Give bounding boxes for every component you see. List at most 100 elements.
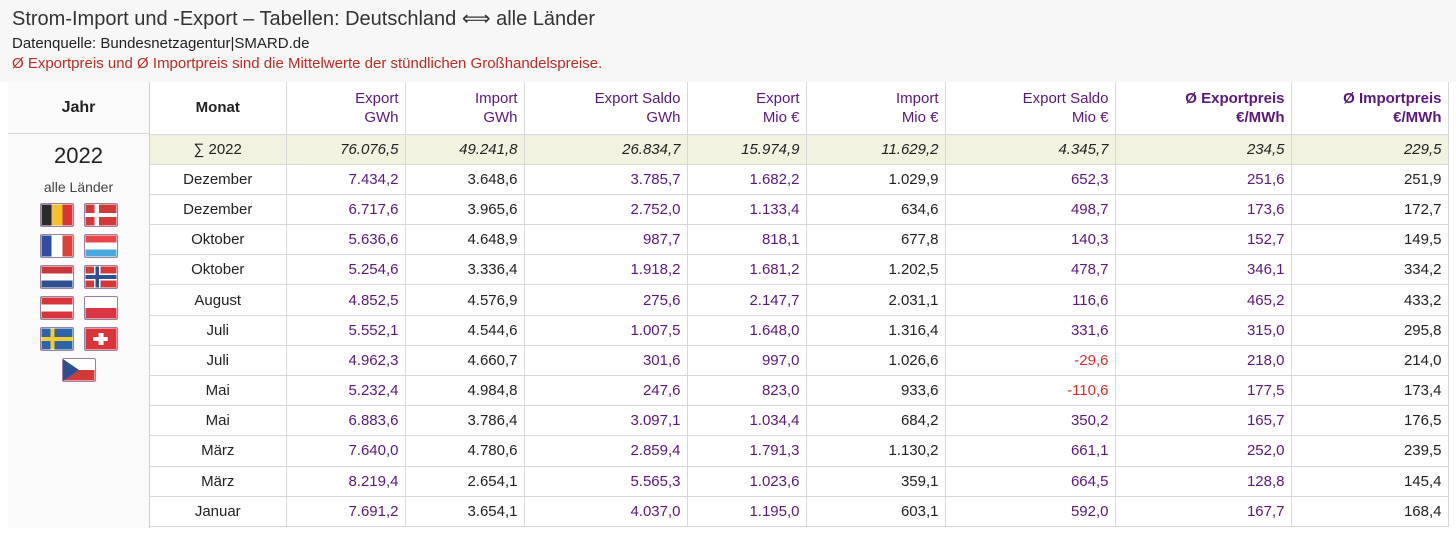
denmark-flag[interactable] — [83, 203, 118, 227]
cell-export-saldo-mio: 652,3 — [945, 164, 1116, 195]
cell-avg-export-price: 346,1 — [1115, 254, 1292, 286]
cell-avg-import-price: 334,2 — [1291, 254, 1449, 286]
table-header-row: Monat Export GWh Import GWh Export Saldo GWh Ex… — [150, 82, 1449, 135]
year-selector[interactable]: 2022 — [54, 143, 103, 168]
cell-export-mio: 1.195,0 — [687, 496, 807, 527]
cell-export-mio: 1.648,0 — [687, 315, 807, 346]
cell-export-gwh: 5.254,6 — [286, 254, 406, 286]
cell-avg-import-price: 168,4 — [1291, 496, 1449, 527]
import-export-table: Monat Export GWh Import GWh Export Saldo GWh Ex… — [150, 82, 1449, 527]
cell-import-mio: 1.026,6 — [806, 345, 946, 377]
all-countries-label[interactable]: alle Länder — [43, 179, 114, 195]
cell-month: Juli — [150, 345, 287, 377]
cell-export-saldo-mio: -29,6 — [945, 345, 1116, 377]
cell-avg-import-price: 251,9 — [1291, 164, 1449, 195]
cell-export-saldo-mio: 498,7 — [945, 194, 1116, 226]
cell-avg-export-price: 251,6 — [1115, 164, 1292, 195]
table-body: ∑ 2022 76.076,5 49.241,8 26.834,7 15.974,9 11… — [150, 134, 1449, 527]
page-title: Strom-Import und -Export – Tabellen: Deu… — [12, 8, 596, 30]
cell-month: Dezember — [150, 164, 287, 195]
belgium-flag[interactable] — [39, 203, 74, 227]
cell-export-saldo-gwh: 1.918,2 — [524, 254, 688, 286]
cell-avg-import-price: 149,5 — [1291, 224, 1449, 256]
cell-export-gwh: 5.232,4 — [286, 375, 406, 407]
cell-export-saldo-mio: 140,3 — [945, 224, 1116, 256]
cell-avg-export-price: 252,0 — [1115, 435, 1292, 467]
cell-export-gwh: 6.717,6 — [286, 194, 406, 226]
cell-export-gwh: 7.640,0 — [286, 435, 406, 467]
sweden-flag[interactable] — [39, 327, 74, 351]
cell-export-saldo-gwh: 275,6 — [524, 284, 688, 316]
cell-export-saldo-gwh: 5.565,3 — [524, 466, 688, 497]
cell-import-gwh: 3.336,4 — [405, 254, 525, 286]
data-source: Datenquelle: Bundesnetzagentur|SMARD.de — [12, 35, 310, 52]
cell-month: Mai — [150, 375, 287, 407]
cell-import-mio: 1.202,5 — [806, 254, 946, 286]
cell-import-gwh: 4.660,7 — [405, 345, 525, 377]
cell-import-gwh: 4.780,6 — [405, 435, 525, 467]
cell-export-gwh: 4.852,5 — [286, 284, 406, 316]
cell-import-mio: 1.130,2 — [806, 435, 946, 467]
table-row: Mai 5.232,4 4.984,8 247,6 823,0 933,6 -110,6 17… — [150, 375, 1449, 407]
table-row: Oktober 5.254,6 3.336,4 1.918,2 1.681,2 1.202… — [150, 254, 1449, 286]
cell-import-gwh: 49.241,8 — [405, 134, 525, 165]
table-row: März 7.640,0 4.780,6 2.859,4 1.791,3 1.130,2 6… — [150, 435, 1449, 467]
table-row: August 4.852,5 4.576,9 275,6 2.147,7 2.031,1 1… — [150, 284, 1449, 316]
cell-avg-import-price: 229,5 — [1291, 134, 1449, 165]
cell-export-saldo-gwh: 2.859,4 — [524, 435, 688, 467]
cell-import-gwh: 4.648,9 — [405, 224, 525, 256]
czech-flag[interactable] — [61, 358, 96, 382]
cell-month: Oktober — [150, 224, 287, 256]
cell-import-mio: 11.629,2 — [806, 134, 946, 165]
cell-avg-export-price: 234,5 — [1115, 134, 1292, 165]
netherlands-flag[interactable] — [39, 265, 74, 289]
cell-export-gwh: 76.076,5 — [286, 134, 406, 165]
cell-export-mio: 2.147,7 — [687, 284, 807, 316]
cell-month: Oktober — [150, 254, 287, 286]
cell-import-mio: 2.031,1 — [806, 284, 946, 316]
cell-avg-import-price: 295,8 — [1291, 315, 1449, 346]
table-row: Juli 4.962,3 4.660,7 301,6 997,0 1.026,6 -29,6… — [150, 345, 1449, 377]
switzerland-flag[interactable] — [83, 327, 118, 351]
cell-avg-export-price: 177,5 — [1115, 375, 1292, 407]
cell-export-saldo-gwh: 26.834,7 — [524, 134, 688, 165]
cell-avg-export-price: 218,0 — [1115, 345, 1292, 377]
austria-flag[interactable] — [39, 296, 74, 320]
table-row: Mai 6.883,6 3.786,4 3.097,1 1.034,4 684,2 350,… — [150, 405, 1449, 437]
table-row: März 8.219,4 2.654,1 5.565,3 1.023,6 359,1 664… — [150, 466, 1449, 497]
cell-export-saldo-gwh: 4.037,0 — [524, 496, 688, 527]
cell-export-saldo-gwh: 3.097,1 — [524, 405, 688, 437]
table-row: Oktober 5.636,6 4.648,9 987,7 818,1 677,8 140,… — [150, 224, 1449, 256]
cell-month: Mai — [150, 405, 287, 437]
cell-export-mio: 823,0 — [687, 375, 807, 407]
table-row: Juli 5.552,1 4.544,6 1.007,5 1.648,0 1.316,4 3… — [150, 315, 1449, 346]
cell-export-mio: 15.974,9 — [687, 134, 807, 165]
cell-import-gwh: 2.654,1 — [405, 466, 525, 497]
column-header-export-gwh: Export GWh — [286, 82, 406, 135]
cell-import-mio: 634,6 — [806, 194, 946, 226]
cell-import-gwh: 4.576,9 — [405, 284, 525, 316]
column-header-avg-export-price: Ø Exportpreis €/MWh — [1115, 82, 1292, 135]
cell-avg-import-price: 145,4 — [1291, 466, 1449, 497]
column-header-month: Monat — [150, 82, 287, 135]
cell-avg-export-price: 167,7 — [1115, 496, 1292, 527]
norway-flag[interactable] — [83, 265, 118, 289]
luxembourg-flag[interactable] — [83, 234, 118, 258]
page-header: Strom-Import und -Export – Tabellen: Deu… — [0, 0, 1456, 82]
cell-export-mio: 818,1 — [687, 224, 807, 256]
cell-avg-export-price: 315,0 — [1115, 315, 1292, 346]
cell-import-mio: 933,6 — [806, 375, 946, 407]
column-header-import-mio: Import Mio € — [806, 82, 946, 135]
cell-export-saldo-mio: 664,5 — [945, 466, 1116, 497]
poland-flag[interactable] — [83, 296, 118, 320]
cell-month: März — [150, 435, 287, 467]
cell-export-saldo-gwh: 301,6 — [524, 345, 688, 377]
cell-export-gwh: 6.883,6 — [286, 405, 406, 437]
cell-export-mio: 1.023,6 — [687, 466, 807, 497]
cell-avg-import-price: 172,7 — [1291, 194, 1449, 226]
france-flag[interactable] — [39, 234, 74, 258]
cell-export-mio: 1.681,2 — [687, 254, 807, 286]
country-flag-grid — [34, 203, 124, 382]
cell-export-saldo-gwh: 987,7 — [524, 224, 688, 256]
column-header-export-mio: Export Mio € — [687, 82, 807, 135]
